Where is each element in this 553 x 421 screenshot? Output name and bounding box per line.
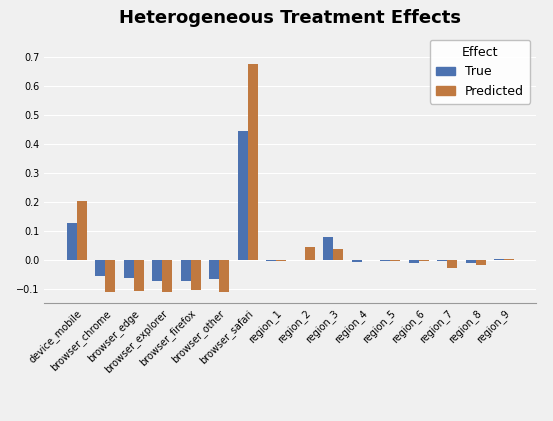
Bar bbox=[447, 260, 457, 268]
Bar bbox=[181, 260, 191, 280]
Bar bbox=[219, 260, 229, 292]
Bar bbox=[305, 247, 315, 260]
Bar bbox=[209, 260, 219, 280]
Bar bbox=[419, 260, 429, 261]
Bar bbox=[333, 249, 343, 260]
Bar bbox=[323, 237, 333, 260]
Bar bbox=[152, 260, 162, 281]
Bar bbox=[504, 259, 514, 260]
Bar bbox=[95, 260, 105, 276]
Bar bbox=[76, 201, 87, 260]
Bar bbox=[191, 260, 201, 290]
Bar bbox=[238, 131, 248, 260]
Bar bbox=[390, 260, 400, 261]
Bar bbox=[409, 260, 419, 263]
Bar bbox=[352, 260, 362, 262]
Bar bbox=[66, 223, 76, 260]
Bar bbox=[124, 260, 134, 279]
Legend: True, Predicted: True, Predicted bbox=[430, 40, 530, 104]
Bar bbox=[476, 260, 486, 266]
Title: Heterogeneous Treatment Effects: Heterogeneous Treatment Effects bbox=[119, 8, 461, 27]
Bar bbox=[248, 64, 258, 260]
Bar bbox=[105, 260, 115, 292]
Bar bbox=[380, 260, 390, 261]
Bar bbox=[466, 260, 476, 263]
Bar bbox=[437, 260, 447, 261]
Bar bbox=[276, 260, 286, 261]
Bar bbox=[266, 260, 276, 261]
Bar bbox=[494, 259, 504, 260]
Bar bbox=[162, 260, 172, 292]
Bar bbox=[134, 260, 144, 291]
